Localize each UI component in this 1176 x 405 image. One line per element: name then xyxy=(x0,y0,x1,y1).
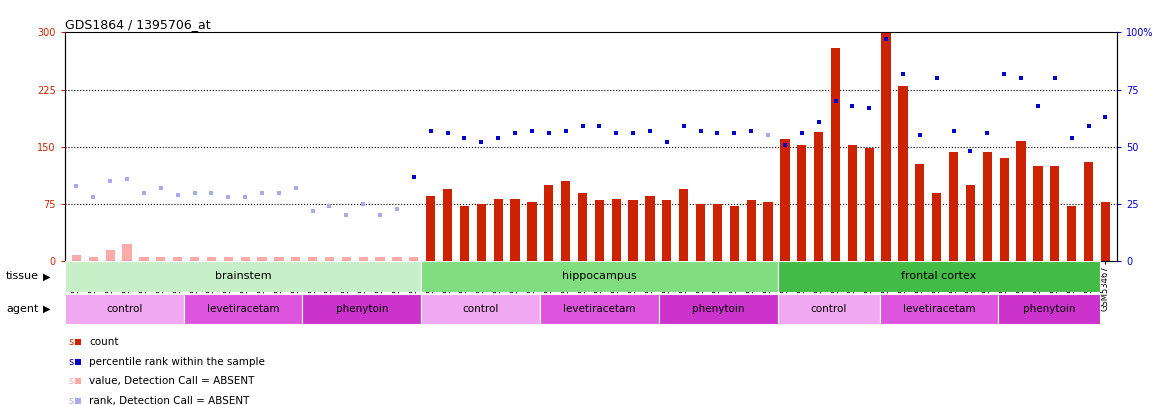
Text: control: control xyxy=(462,304,499,314)
Bar xyxy=(1034,166,1043,261)
Text: brainstem: brainstem xyxy=(214,271,272,281)
Bar xyxy=(258,258,267,261)
Text: s: s xyxy=(68,396,73,405)
Bar xyxy=(898,86,908,261)
Bar xyxy=(983,152,993,261)
Bar xyxy=(476,204,486,261)
Bar xyxy=(156,258,166,261)
Text: hippocampus: hippocampus xyxy=(562,271,636,281)
Bar xyxy=(88,258,98,261)
Bar xyxy=(831,48,840,261)
Bar xyxy=(965,185,975,261)
Bar xyxy=(325,258,334,261)
Text: phenytoin: phenytoin xyxy=(335,304,388,314)
Text: control: control xyxy=(810,304,847,314)
Bar xyxy=(183,294,302,324)
Bar xyxy=(1050,166,1060,261)
Text: ▶: ▶ xyxy=(44,304,51,314)
Bar xyxy=(696,204,706,261)
Bar xyxy=(864,148,874,261)
Bar xyxy=(628,200,637,261)
Bar xyxy=(421,261,777,292)
Bar xyxy=(544,185,554,261)
Bar xyxy=(72,255,81,261)
Bar xyxy=(561,181,570,261)
Text: ▶: ▶ xyxy=(44,271,51,281)
Bar xyxy=(679,189,688,261)
Bar xyxy=(747,200,756,261)
Bar xyxy=(915,164,924,261)
Bar xyxy=(659,294,777,324)
Bar xyxy=(292,258,300,261)
Text: s: s xyxy=(68,357,73,367)
Bar xyxy=(780,139,789,261)
Bar xyxy=(527,202,536,261)
Text: rank, Detection Call = ABSENT: rank, Detection Call = ABSENT xyxy=(89,396,249,405)
Bar xyxy=(274,258,283,261)
Bar xyxy=(409,258,419,261)
Bar xyxy=(848,145,857,261)
Bar xyxy=(122,245,132,261)
Text: tissue: tissue xyxy=(6,271,39,281)
Bar xyxy=(308,258,318,261)
Text: s: s xyxy=(68,376,73,386)
Text: levetiracetam: levetiracetam xyxy=(903,304,975,314)
Text: levetiracetam: levetiracetam xyxy=(563,304,636,314)
Bar xyxy=(612,199,621,261)
Bar xyxy=(729,206,739,261)
Bar xyxy=(998,294,1101,324)
Bar xyxy=(139,258,148,261)
Bar xyxy=(797,145,807,261)
Bar xyxy=(1084,162,1094,261)
Bar xyxy=(302,294,421,324)
Bar xyxy=(342,258,350,261)
Bar xyxy=(393,258,402,261)
Bar xyxy=(241,258,249,261)
Text: GDS1864 / 1395706_at: GDS1864 / 1395706_at xyxy=(65,18,211,31)
Bar xyxy=(443,189,453,261)
Bar xyxy=(880,294,998,324)
Bar xyxy=(460,206,469,261)
Text: frontal cortex: frontal cortex xyxy=(901,271,976,281)
Text: agent: agent xyxy=(6,304,39,314)
Text: phenytoin: phenytoin xyxy=(691,304,744,314)
Bar xyxy=(1000,158,1009,261)
Bar xyxy=(646,196,655,261)
Bar xyxy=(375,258,385,261)
Text: levetiracetam: levetiracetam xyxy=(207,304,279,314)
Text: percentile rank within the sample: percentile rank within the sample xyxy=(89,357,266,367)
Text: s: s xyxy=(68,337,73,347)
Bar xyxy=(595,200,604,261)
Bar xyxy=(763,202,773,261)
Bar xyxy=(540,294,659,324)
Bar xyxy=(1067,206,1076,261)
Bar xyxy=(662,200,671,261)
Bar xyxy=(1016,141,1025,261)
Bar xyxy=(949,152,958,261)
Bar xyxy=(814,132,823,261)
Bar xyxy=(106,250,115,261)
Bar xyxy=(577,193,587,261)
Bar xyxy=(65,294,183,324)
Bar xyxy=(933,193,941,261)
Text: count: count xyxy=(89,337,119,347)
Bar xyxy=(65,261,421,292)
Bar xyxy=(223,258,233,261)
Bar xyxy=(777,294,880,324)
Bar xyxy=(426,196,435,261)
Bar xyxy=(882,32,890,261)
Text: phenytoin: phenytoin xyxy=(1023,304,1076,314)
Bar xyxy=(173,258,182,261)
Bar xyxy=(510,199,520,261)
Text: control: control xyxy=(106,304,142,314)
Bar xyxy=(713,204,722,261)
Bar xyxy=(189,258,199,261)
Bar xyxy=(421,294,540,324)
Bar xyxy=(359,258,368,261)
Bar xyxy=(494,199,503,261)
Bar xyxy=(207,258,216,261)
Bar xyxy=(1101,202,1110,261)
Text: value, Detection Call = ABSENT: value, Detection Call = ABSENT xyxy=(89,376,255,386)
Bar xyxy=(777,261,1101,292)
